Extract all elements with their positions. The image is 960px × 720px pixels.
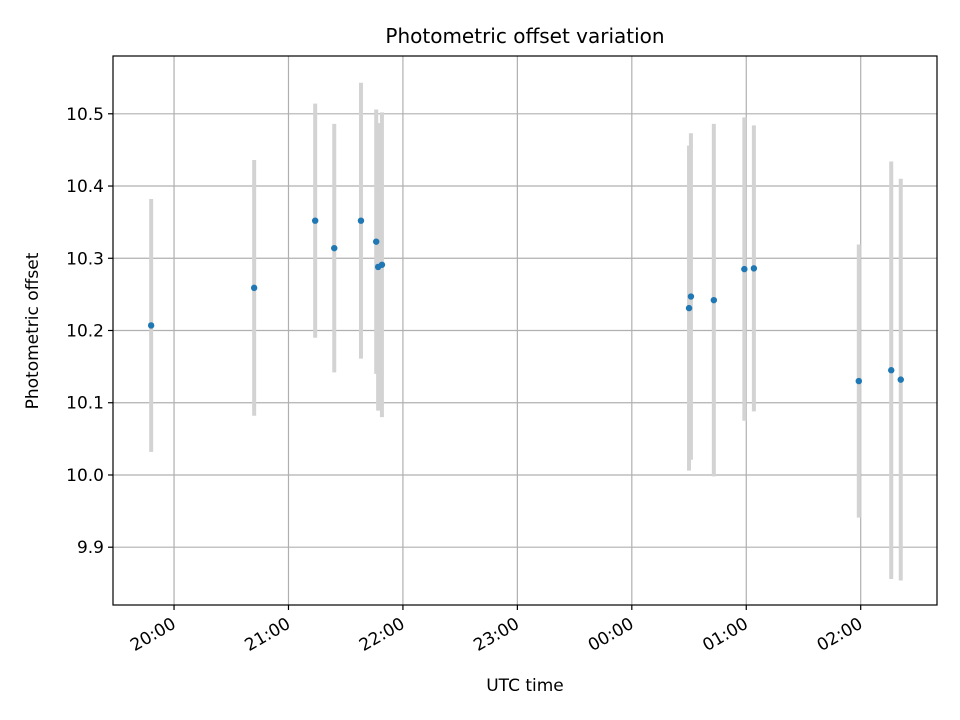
data-point xyxy=(741,265,748,273)
data-point xyxy=(710,296,718,304)
y-tick-label: 10.4 xyxy=(66,177,104,197)
y-tick-label: 10.2 xyxy=(66,322,104,342)
data-point xyxy=(250,284,258,292)
y-tick-label: 10.0 xyxy=(66,466,104,486)
data-point xyxy=(311,217,319,224)
y-tick-label: 10.5 xyxy=(66,105,104,125)
data-point xyxy=(750,265,758,272)
data-point xyxy=(357,217,365,224)
y-tick-label: 9.9 xyxy=(77,538,104,558)
data-point xyxy=(855,377,862,385)
x-axis-label: UTC time xyxy=(486,676,564,696)
y-tick-label: 10.1 xyxy=(66,394,104,414)
data-point xyxy=(378,261,386,268)
y-tick-label: 10.3 xyxy=(66,249,104,269)
data-point xyxy=(373,238,380,245)
y-axis-label: Photometric offset xyxy=(23,252,43,409)
data-point xyxy=(888,367,895,374)
data-points xyxy=(147,217,904,385)
data-point xyxy=(687,293,695,300)
data-point xyxy=(147,322,155,329)
y-axis: 9.9 10.0 10.1 10.2 10.3 10.4 10.5 xyxy=(66,105,113,558)
data-point xyxy=(897,376,904,383)
data-point xyxy=(685,304,693,312)
chart-title: Photometric offset variation xyxy=(385,24,664,48)
data-point xyxy=(331,244,338,252)
